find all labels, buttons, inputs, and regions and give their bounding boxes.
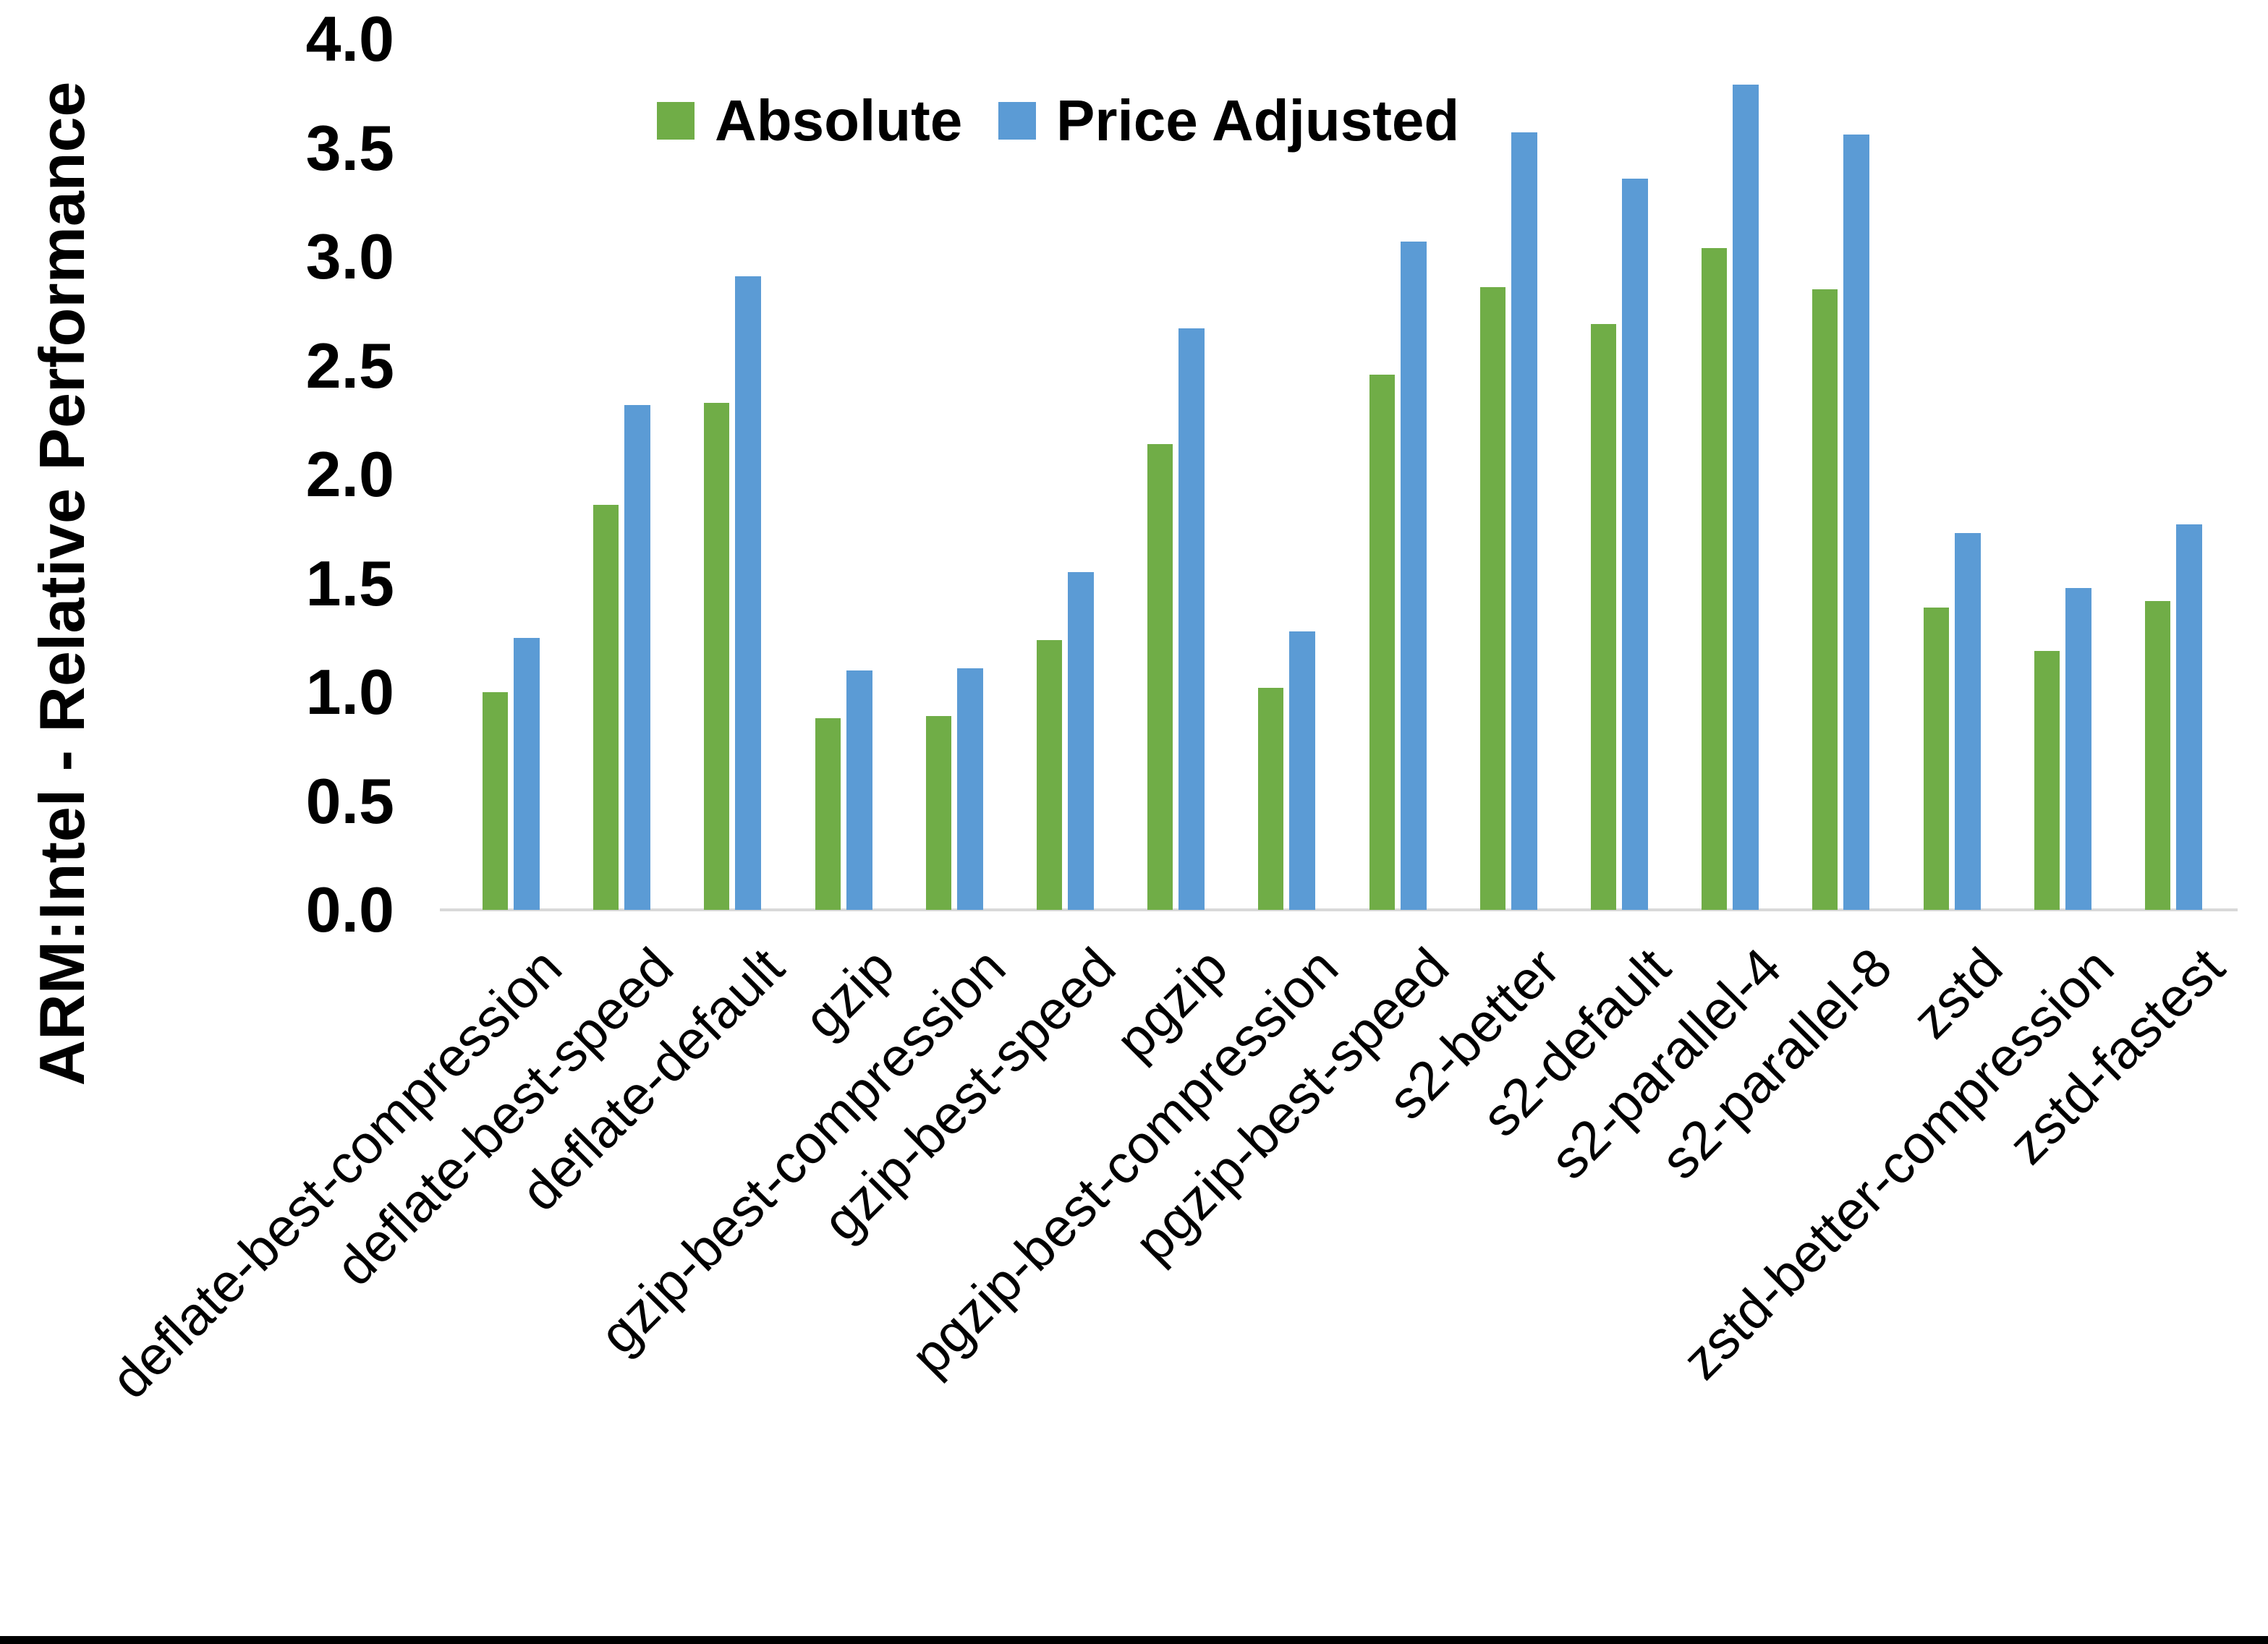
y-tick-label: 3.5: [305, 112, 394, 184]
y-axis-title: ARM:Intel - Relative Performance: [26, 81, 98, 1086]
y-tick-label: 1.0: [305, 656, 394, 728]
bar-price-adjusted: [1289, 631, 1315, 910]
bar-price-adjusted: [2065, 588, 2091, 910]
legend-label-price-adjusted: Price Adjusted: [1056, 88, 1460, 153]
bar-absolute: [2145, 601, 2170, 910]
bar-price-adjusted: [2176, 524, 2202, 910]
bar-price-adjusted: [1733, 85, 1759, 910]
y-tick-label: 4.0: [305, 3, 394, 74]
y-tick-label: 0.0: [305, 874, 394, 945]
screenshot-bottom-border: [0, 1636, 2268, 1644]
bar-price-adjusted: [1843, 135, 1869, 910]
price-adjusted-series-swatch-icon: [998, 102, 1036, 140]
bar-absolute: [593, 505, 619, 910]
bar-absolute: [926, 716, 951, 910]
bar-absolute: [2034, 651, 2060, 910]
bar-absolute: [483, 692, 508, 910]
bar-price-adjusted: [1401, 242, 1427, 910]
bar-price-adjusted: [624, 405, 650, 910]
bar-absolute: [1147, 444, 1173, 910]
bar-absolute: [1258, 688, 1283, 910]
bar-absolute: [815, 718, 841, 910]
y-tick-label: 0.5: [305, 765, 394, 837]
bar-price-adjusted: [1178, 328, 1205, 910]
bar-absolute: [1702, 248, 1727, 910]
bar-price-adjusted: [1511, 132, 1537, 910]
bar-price-adjusted: [957, 668, 983, 910]
y-tick-label: 1.5: [305, 548, 394, 619]
bar-absolute: [1924, 608, 1949, 910]
bar-absolute: [1591, 324, 1616, 910]
bar-price-adjusted: [735, 276, 761, 910]
bar-price-adjusted: [1955, 533, 1981, 910]
bar-absolute: [1812, 289, 1838, 910]
bar-price-adjusted: [514, 638, 540, 910]
legend-label-absolute: Absolute: [715, 88, 963, 153]
bar-absolute: [704, 403, 729, 910]
bar-absolute: [1369, 375, 1395, 910]
absolute-series-swatch-icon: [657, 102, 695, 140]
x-axis-line: [440, 908, 2238, 911]
legend-item-price-adjusted: Price Adjusted: [998, 88, 1459, 153]
legend-item-absolute: Absolute: [657, 88, 962, 153]
bar-price-adjusted: [846, 670, 872, 910]
y-tick-label: 2.0: [305, 438, 394, 510]
bar-price-adjusted: [1068, 572, 1094, 910]
x-axis-label: deflate-best-compression: [99, 936, 573, 1410]
y-tick-label: 2.5: [305, 330, 394, 401]
bar-absolute: [1480, 287, 1505, 910]
y-tick-label: 3.0: [305, 221, 394, 292]
bar-absolute: [1037, 640, 1062, 910]
bar-price-adjusted: [1622, 179, 1648, 910]
